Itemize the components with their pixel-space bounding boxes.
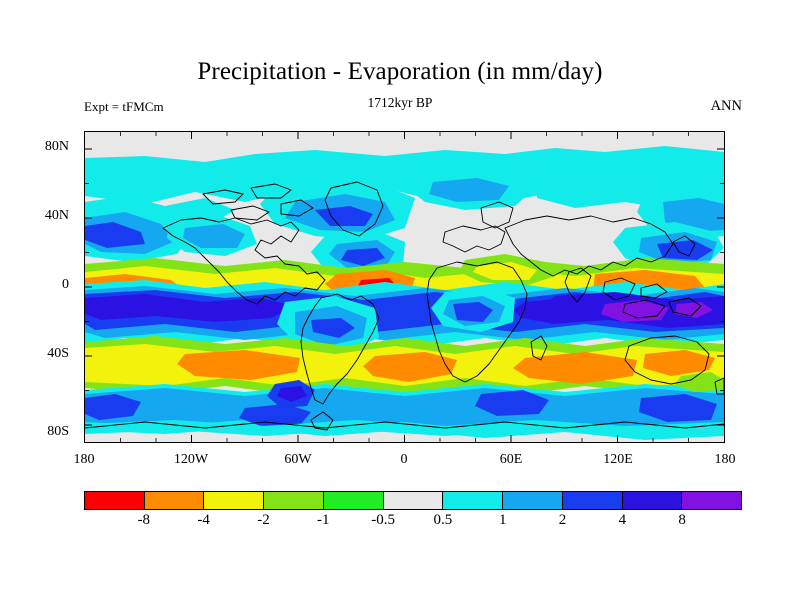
colorbar-swatch-0 — [85, 492, 144, 509]
contour-map — [85, 132, 724, 442]
colorbar-label-7: 2 — [558, 512, 567, 528]
band-npacific-east-core — [85, 222, 145, 248]
colorbar-swatch-7 — [502, 492, 562, 509]
colorbar-label-0: -8 — [137, 512, 151, 528]
colorbar-swatch-4 — [322, 492, 383, 509]
colorbar — [84, 491, 742, 510]
band-patagonia-dblue — [277, 386, 307, 402]
map-plot-area — [84, 131, 725, 443]
band-sh-dry-orange-ind — [513, 352, 637, 384]
band-so-lblue — [85, 388, 724, 432]
season-label: ANN — [710, 98, 742, 114]
colorbar-swatch-8 — [561, 492, 622, 509]
band-newfoundland-core — [341, 248, 385, 266]
band-so-blue-1 — [85, 394, 141, 420]
colorbar-label-6: 1 — [498, 512, 507, 528]
colorbar-label-4: -0.5 — [371, 512, 395, 528]
colorbar-label-1: -4 — [197, 512, 210, 528]
colorbar-label-2: -2 — [257, 512, 270, 528]
colorbar-label-8: 4 — [618, 512, 627, 528]
band-so-blue-4 — [639, 394, 717, 422]
tick-group — [85, 132, 724, 442]
y-axis-label-80n: 80N — [44, 139, 69, 154]
chart-subtitle: 1712kyr BP — [367, 95, 433, 110]
band-sh-dry-orange-seind — [643, 350, 715, 376]
page-title: Precipitation - Evaporation (in mm/day) — [197, 58, 603, 85]
x-axis-label-180w: 180 — [73, 452, 95, 467]
band-alaska-blue — [183, 224, 245, 248]
colorbar-swatch-5 — [382, 492, 443, 509]
y-axis-label-0: 0 — [62, 277, 69, 292]
y-axis-label-80s: 80S — [47, 424, 69, 439]
colorbar-swatch-2 — [203, 492, 264, 509]
band-mediterranean-yellow — [473, 262, 537, 280]
x-axis-label-60w: 60W — [284, 452, 312, 467]
band-itcz-dblue-pac-e — [85, 294, 295, 322]
x-axis-label-0: 0 — [400, 452, 408, 467]
experiment-label: Expt = tFMCm — [84, 99, 164, 114]
colorbar-tick-labels: -8 -4 -2 -1 -0.5 0.5 1 2 4 8 — [84, 512, 742, 534]
coastline-group — [85, 181, 724, 431]
x-axis-label-180e: 180 — [714, 452, 736, 467]
y-axis-label-40n: 40N — [44, 208, 69, 223]
band-congo-blue — [453, 302, 493, 322]
colorbar-swatch-10 — [681, 492, 742, 509]
y-axis-label-40s: 40S — [47, 346, 69, 361]
colorbar-label-5: 0.5 — [433, 512, 453, 528]
band-kuroshio-core — [657, 240, 713, 260]
band-sh-dry-orange-pac — [177, 350, 300, 380]
band-itcz-dblue-indian — [513, 298, 595, 324]
band-antarctic-cyan-edge — [85, 420, 724, 436]
band-so-blue-3 — [475, 390, 549, 416]
colorbar-label-9: 8 — [678, 512, 686, 528]
band-so-blue-2 — [239, 404, 311, 426]
x-axis-label-60e: 60E — [499, 452, 523, 467]
colorbar-swatch-1 — [143, 492, 204, 509]
colorbar-swatch-6 — [442, 492, 503, 509]
x-axis-label-120e: 120E — [603, 452, 633, 467]
band-sh-dry-orange-atl — [363, 352, 457, 382]
band-nz-green — [675, 372, 724, 392]
x-axis-label-120w: 120W — [173, 452, 209, 467]
colorbar-label-3: -1 — [317, 512, 330, 528]
band-amazon-blue — [311, 318, 355, 338]
colorbar-swatch-9 — [621, 492, 682, 509]
band-nordic-blue — [429, 178, 509, 202]
band-maritime-violet-2 — [675, 302, 713, 318]
colorbar-swatch-3 — [263, 492, 323, 509]
contour-fill-group — [85, 132, 724, 442]
